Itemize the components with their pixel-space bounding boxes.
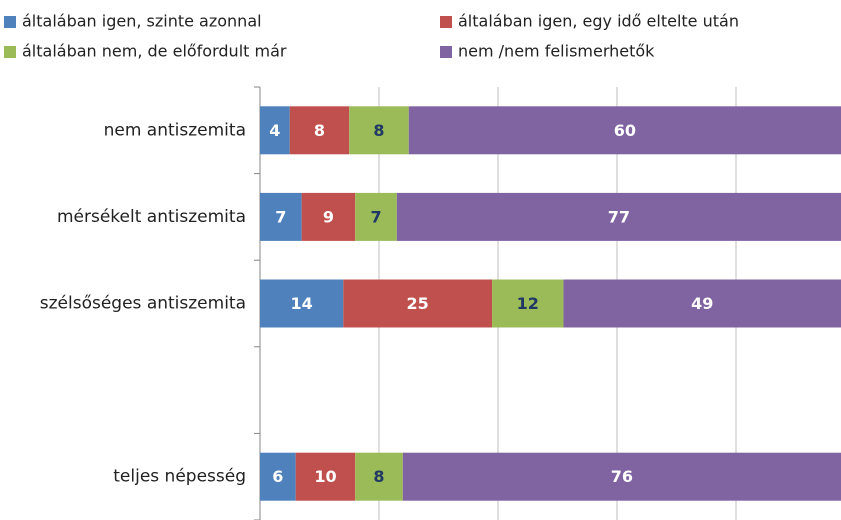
bar-segment: [402, 452, 841, 501]
bar-segment: [260, 192, 302, 241]
data-label: 8: [373, 121, 384, 140]
data-label: 6: [272, 467, 283, 486]
legend-label: általában igen, szinte azonnal: [22, 12, 262, 31]
data-label: 4: [269, 121, 280, 140]
data-label: 60: [614, 121, 636, 140]
y-tick-label: nem antiszemita: [104, 120, 246, 140]
bar-segment: [492, 279, 564, 328]
y-tick-label: mérsékelt antiszemita: [57, 207, 246, 227]
bar-segment: [408, 106, 841, 155]
bar-segment: [301, 192, 356, 241]
bar-segment: [349, 106, 409, 155]
bar-segment: [355, 452, 403, 501]
legend-label: nem /nem felismerhetők: [458, 42, 655, 61]
data-label: 49: [691, 294, 713, 313]
data-label: 77: [608, 207, 630, 226]
legend-swatch: [440, 16, 452, 28]
data-label: 9: [323, 207, 334, 226]
data-label: 12: [517, 294, 539, 313]
bar-segment: [563, 279, 841, 328]
bar-segment: [343, 279, 493, 328]
data-label: 8: [373, 467, 384, 486]
data-label: 7: [370, 207, 381, 226]
bar-segment: [260, 452, 296, 501]
data-label: 10: [314, 467, 336, 486]
bar-segment: [355, 192, 397, 241]
bar-segment: [396, 192, 841, 241]
legend-swatch: [4, 16, 16, 28]
bar-segment: [260, 279, 344, 328]
bar-segment: [289, 106, 350, 155]
legend-label: általában nem, de előfordult már: [22, 42, 287, 61]
legend-label: általában igen, egy idő eltelte után: [458, 12, 739, 31]
legend-swatch: [4, 46, 16, 58]
data-label: 8: [314, 121, 325, 140]
data-label: 25: [407, 294, 429, 313]
y-tick-label: teljes népesség: [113, 467, 246, 487]
y-tick-label: szélsőséges antiszemita: [40, 294, 246, 314]
legend-swatch: [440, 46, 452, 58]
bar-segment: [260, 106, 290, 155]
data-label: 7: [275, 207, 286, 226]
data-label: 14: [291, 294, 313, 313]
data-label: 76: [611, 467, 633, 486]
bar-segment: [295, 452, 356, 501]
